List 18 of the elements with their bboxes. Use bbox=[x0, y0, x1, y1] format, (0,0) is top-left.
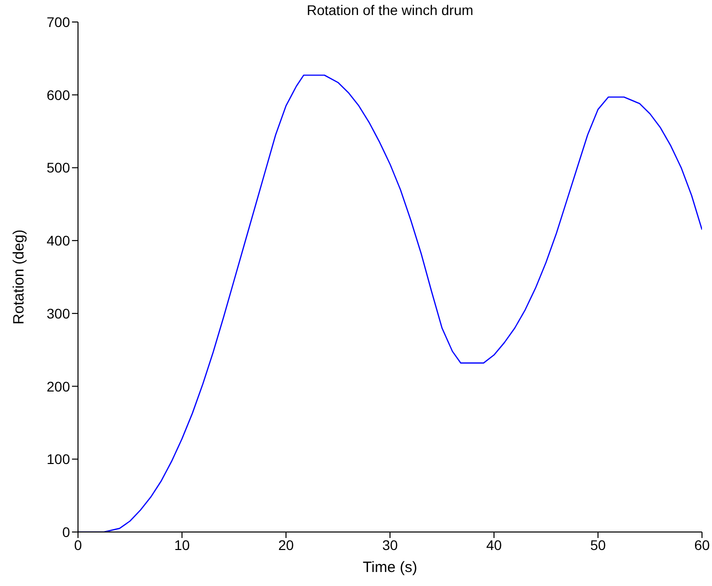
x-tick-label: 50 bbox=[590, 536, 606, 553]
y-tick-label: 300 bbox=[46, 305, 70, 322]
x-tick-label: 60 bbox=[694, 536, 710, 553]
y-tick-label: 100 bbox=[46, 451, 70, 468]
y-axis-title: Rotation (deg) bbox=[10, 229, 28, 325]
x-tick-label: 30 bbox=[382, 536, 398, 553]
x-axis-title: Time (s) bbox=[362, 559, 418, 576]
y-tick-label: 600 bbox=[46, 86, 70, 103]
y-tick-label: 500 bbox=[46, 160, 70, 176]
x-tick-label: 10 bbox=[174, 536, 190, 553]
y-tick-label: 0 bbox=[62, 524, 70, 540]
x-tick-label: 20 bbox=[278, 536, 294, 553]
y-tick-label: 400 bbox=[46, 232, 70, 249]
chart-title: Rotation of the winch drum bbox=[306, 2, 474, 18]
x-tick-label: 40 bbox=[486, 536, 502, 553]
y-tick-label: 200 bbox=[46, 378, 70, 394]
y-tick-label: 700 bbox=[46, 14, 70, 30]
x-tick-label: 0 bbox=[74, 536, 82, 553]
